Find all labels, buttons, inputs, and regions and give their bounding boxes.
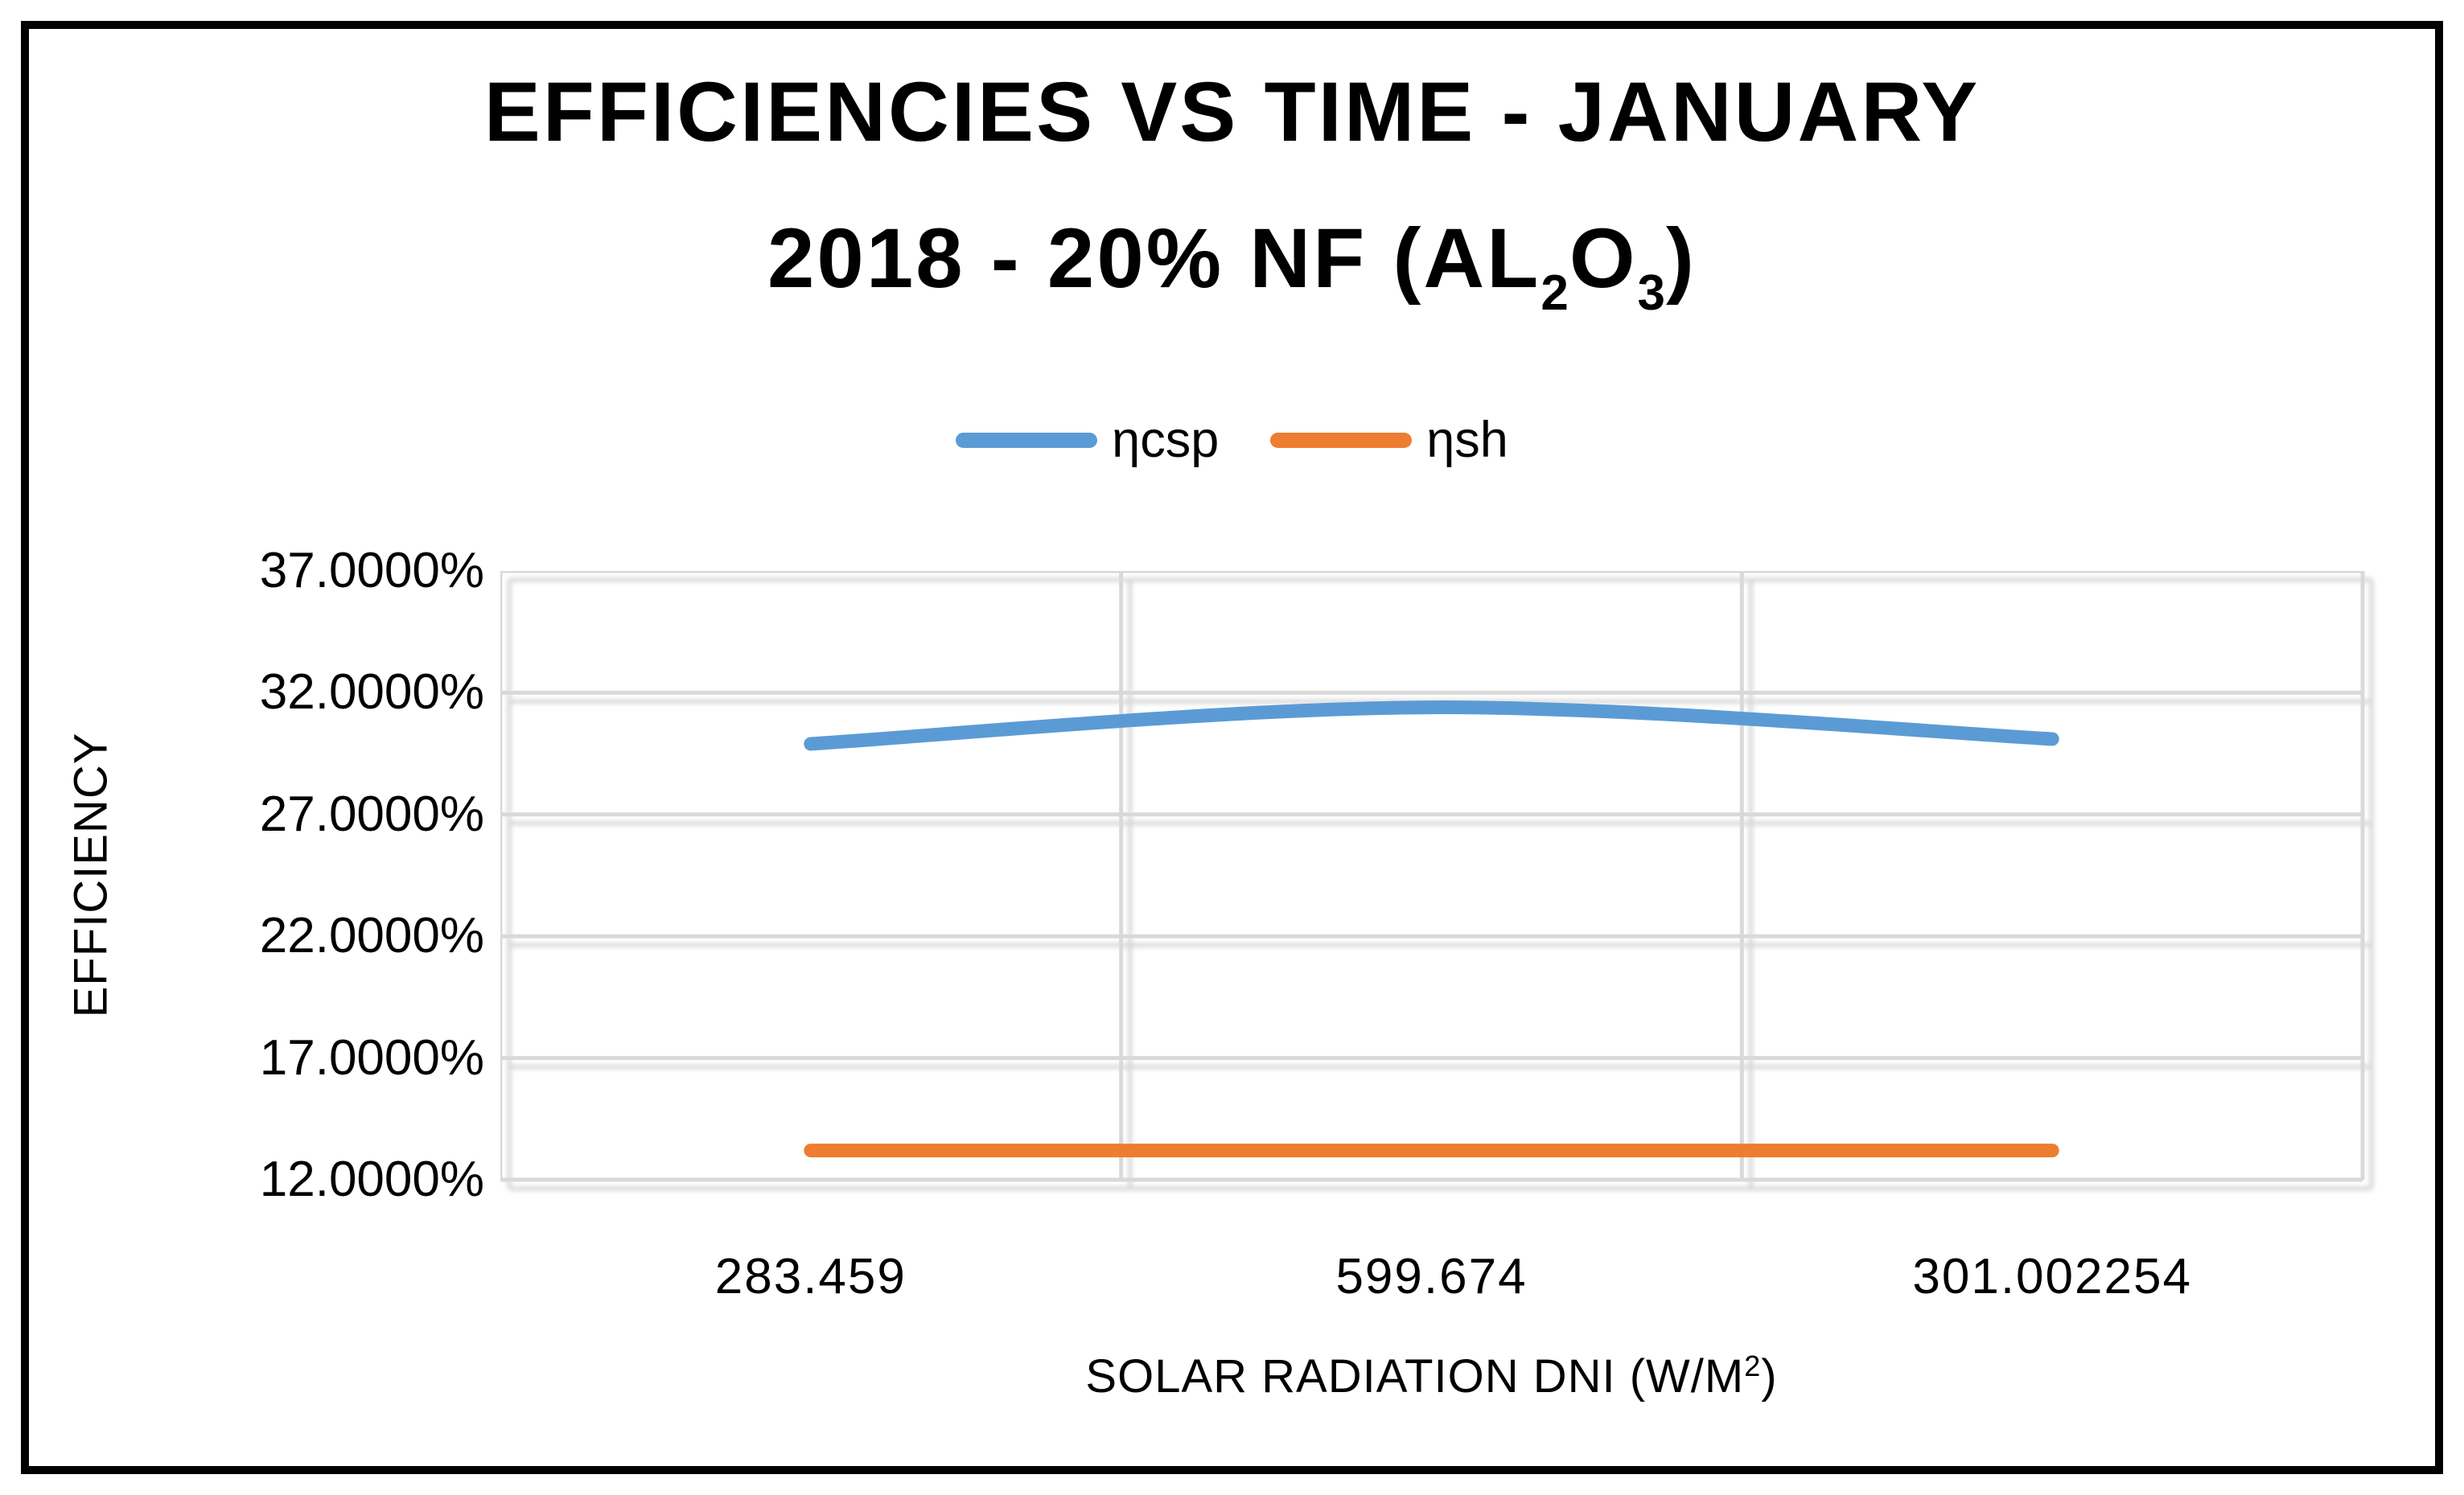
x-axis-title-text: SOLAR RADIATION DNI (W/M xyxy=(1085,1350,1745,1403)
legend-label-nsh: ηsh xyxy=(1426,412,1508,468)
chart-title-text-4: ) xyxy=(1665,212,1697,306)
x-axis-title: SOLAR RADIATION DNI (W/M2) xyxy=(500,1349,2363,1403)
gridlines xyxy=(500,571,2365,1182)
chart-title-subscript-2: 2 xyxy=(1541,265,1569,321)
x-axis-title-text-2: ) xyxy=(1761,1350,1778,1403)
y-tick-label: 32.0000% xyxy=(259,664,484,721)
y-tick-label: 17.0000% xyxy=(259,1029,484,1086)
plot-area xyxy=(500,571,2365,1182)
legend: ηcsp ηsh xyxy=(0,412,2464,468)
chart-title-subscript-3: 3 xyxy=(1637,265,1666,321)
legend-label-ncsp: ηcsp xyxy=(1112,412,1220,468)
legend-swatch-ncsp xyxy=(956,432,1098,448)
chart-title-line2: 2018 - 20% NF (AL2O3) xyxy=(0,211,2464,322)
chart-title-text-3: O xyxy=(1569,212,1638,306)
legend-item-ncsp: ηcsp xyxy=(956,412,1219,468)
legend-item-nsh: ηsh xyxy=(1270,412,1508,468)
chart-title-text-2: 2018 - 20% NF (AL xyxy=(767,212,1541,306)
legend-swatch-nsh xyxy=(1270,432,1413,448)
x-axis-title-superscript: 2 xyxy=(1744,1349,1762,1382)
y-tick-label: 22.0000% xyxy=(259,908,484,964)
y-axis-title: EFFICIENCY xyxy=(64,732,117,1018)
figure-border xyxy=(21,21,2443,1474)
x-tick-label: 599.674 xyxy=(1335,1249,1528,1304)
x-tick-label: 283.459 xyxy=(714,1249,907,1304)
y-tick-label: 27.0000% xyxy=(259,786,484,842)
x-tick-label: 301.002254 xyxy=(1912,1249,2192,1304)
chart-title-line1: EFFICIENCIES VS TIME - JANUARY xyxy=(0,64,2464,161)
y-tick-label: 37.0000% xyxy=(259,543,484,598)
series-line-ηcsp xyxy=(804,700,2059,751)
y-tick-label: 12.0000% xyxy=(259,1152,484,1207)
chart-title-text-1: EFFICIENCIES VS TIME - JANUARY xyxy=(483,65,1981,159)
